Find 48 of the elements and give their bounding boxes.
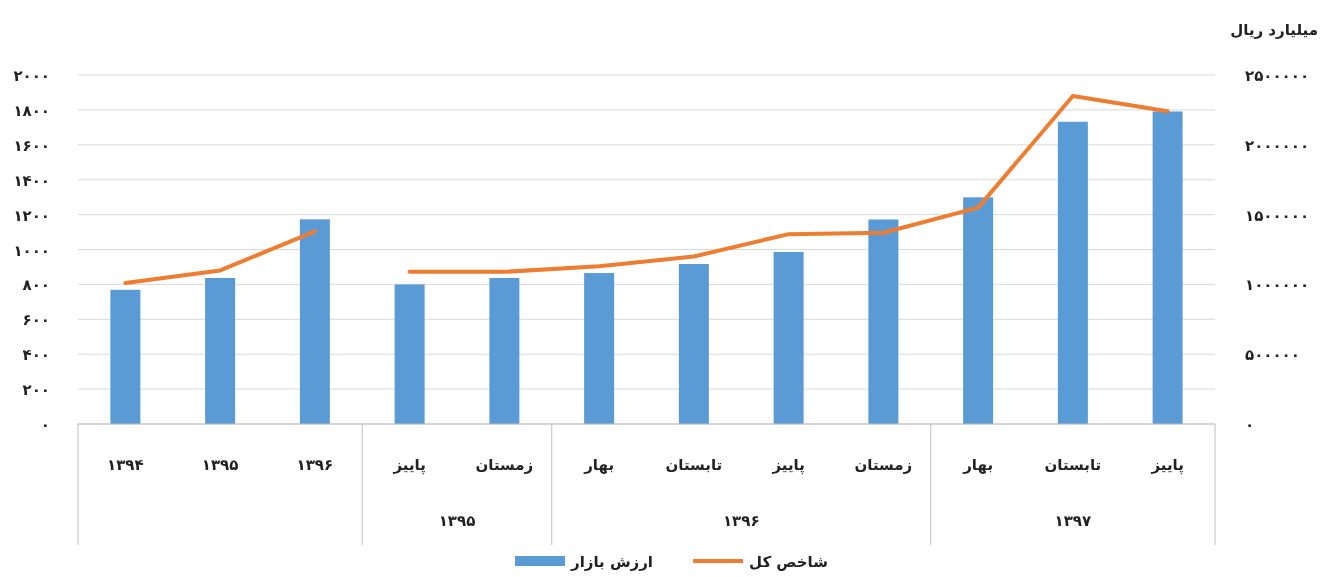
x-tick-label: ۱۳۹۵ — [201, 456, 239, 474]
y2-axis-title: میلیارد ریال — [1230, 21, 1318, 39]
bar — [205, 277, 236, 424]
y-tick-label: ۸۰۰ — [22, 276, 50, 295]
line-series — [407, 93, 1170, 274]
y-tick-label: ۱۶۰۰ — [13, 136, 50, 155]
bar — [1057, 121, 1088, 424]
bar — [489, 277, 520, 424]
y-tick-label: ۱۸۰۰ — [13, 101, 50, 120]
y-tick-label: ۴۰۰ — [22, 346, 50, 365]
y-tick-label: ۱۲۰۰ — [13, 206, 50, 225]
x-tick-label: ۱۳۹۴ — [107, 456, 144, 474]
x-tick-label: زمستان — [475, 456, 534, 474]
y2-tick-label: ۲۵۰۰۰۰۰ — [1245, 67, 1310, 85]
y2-tick-label: ۵۰۰۰۰۰ — [1245, 346, 1300, 365]
x-tick-label: پاییز — [1150, 456, 1184, 475]
x-tick-label: ۱۳۹۶ — [296, 456, 334, 474]
y-tick-label: ۱۴۰۰ — [13, 171, 50, 190]
y2-tick-label: ۱۵۰۰۰۰۰ — [1245, 206, 1310, 225]
bar — [110, 289, 141, 424]
y2-tick-label: ۱۰۰۰۰۰۰ — [1245, 276, 1310, 295]
y2-tick-label: ۲۰۰۰۰۰۰ — [1245, 136, 1310, 155]
bar — [394, 284, 425, 424]
text: ۱۳۹۷ — [1054, 512, 1092, 530]
x-tick-label: بهار — [962, 456, 994, 474]
x-tick-label: تابستان — [1044, 456, 1102, 474]
y-tick-label: ۶۰۰ — [22, 311, 50, 330]
bar — [963, 197, 994, 424]
y-tick-label: ۲۰۰ — [22, 381, 50, 400]
y-tick-label: ۱۰۰۰ — [13, 241, 50, 260]
bar — [1152, 111, 1183, 424]
bar — [299, 219, 330, 424]
y2-tick-label: ۰ — [1245, 416, 1255, 434]
legend-label: شاخص کل — [749, 553, 829, 571]
text: ۱۳۹۶ — [722, 512, 760, 530]
x-tick-label: پاییز — [771, 456, 805, 475]
y-tick-label: ۰ — [40, 416, 50, 434]
text: ۱۳۹۵ — [438, 512, 476, 530]
x-tick-label: تابستان — [665, 456, 723, 474]
bar — [773, 251, 804, 424]
x-tick-label: بهار — [583, 456, 615, 474]
legend-label: ارزش بازار — [570, 553, 654, 571]
x-tick-label: پاییز — [392, 456, 426, 475]
bar — [678, 263, 709, 424]
y-tick-label: ۲۰۰۰ — [13, 67, 50, 85]
bar — [584, 273, 615, 424]
bar — [868, 219, 899, 424]
x-tick-label: زمستان — [854, 456, 913, 474]
